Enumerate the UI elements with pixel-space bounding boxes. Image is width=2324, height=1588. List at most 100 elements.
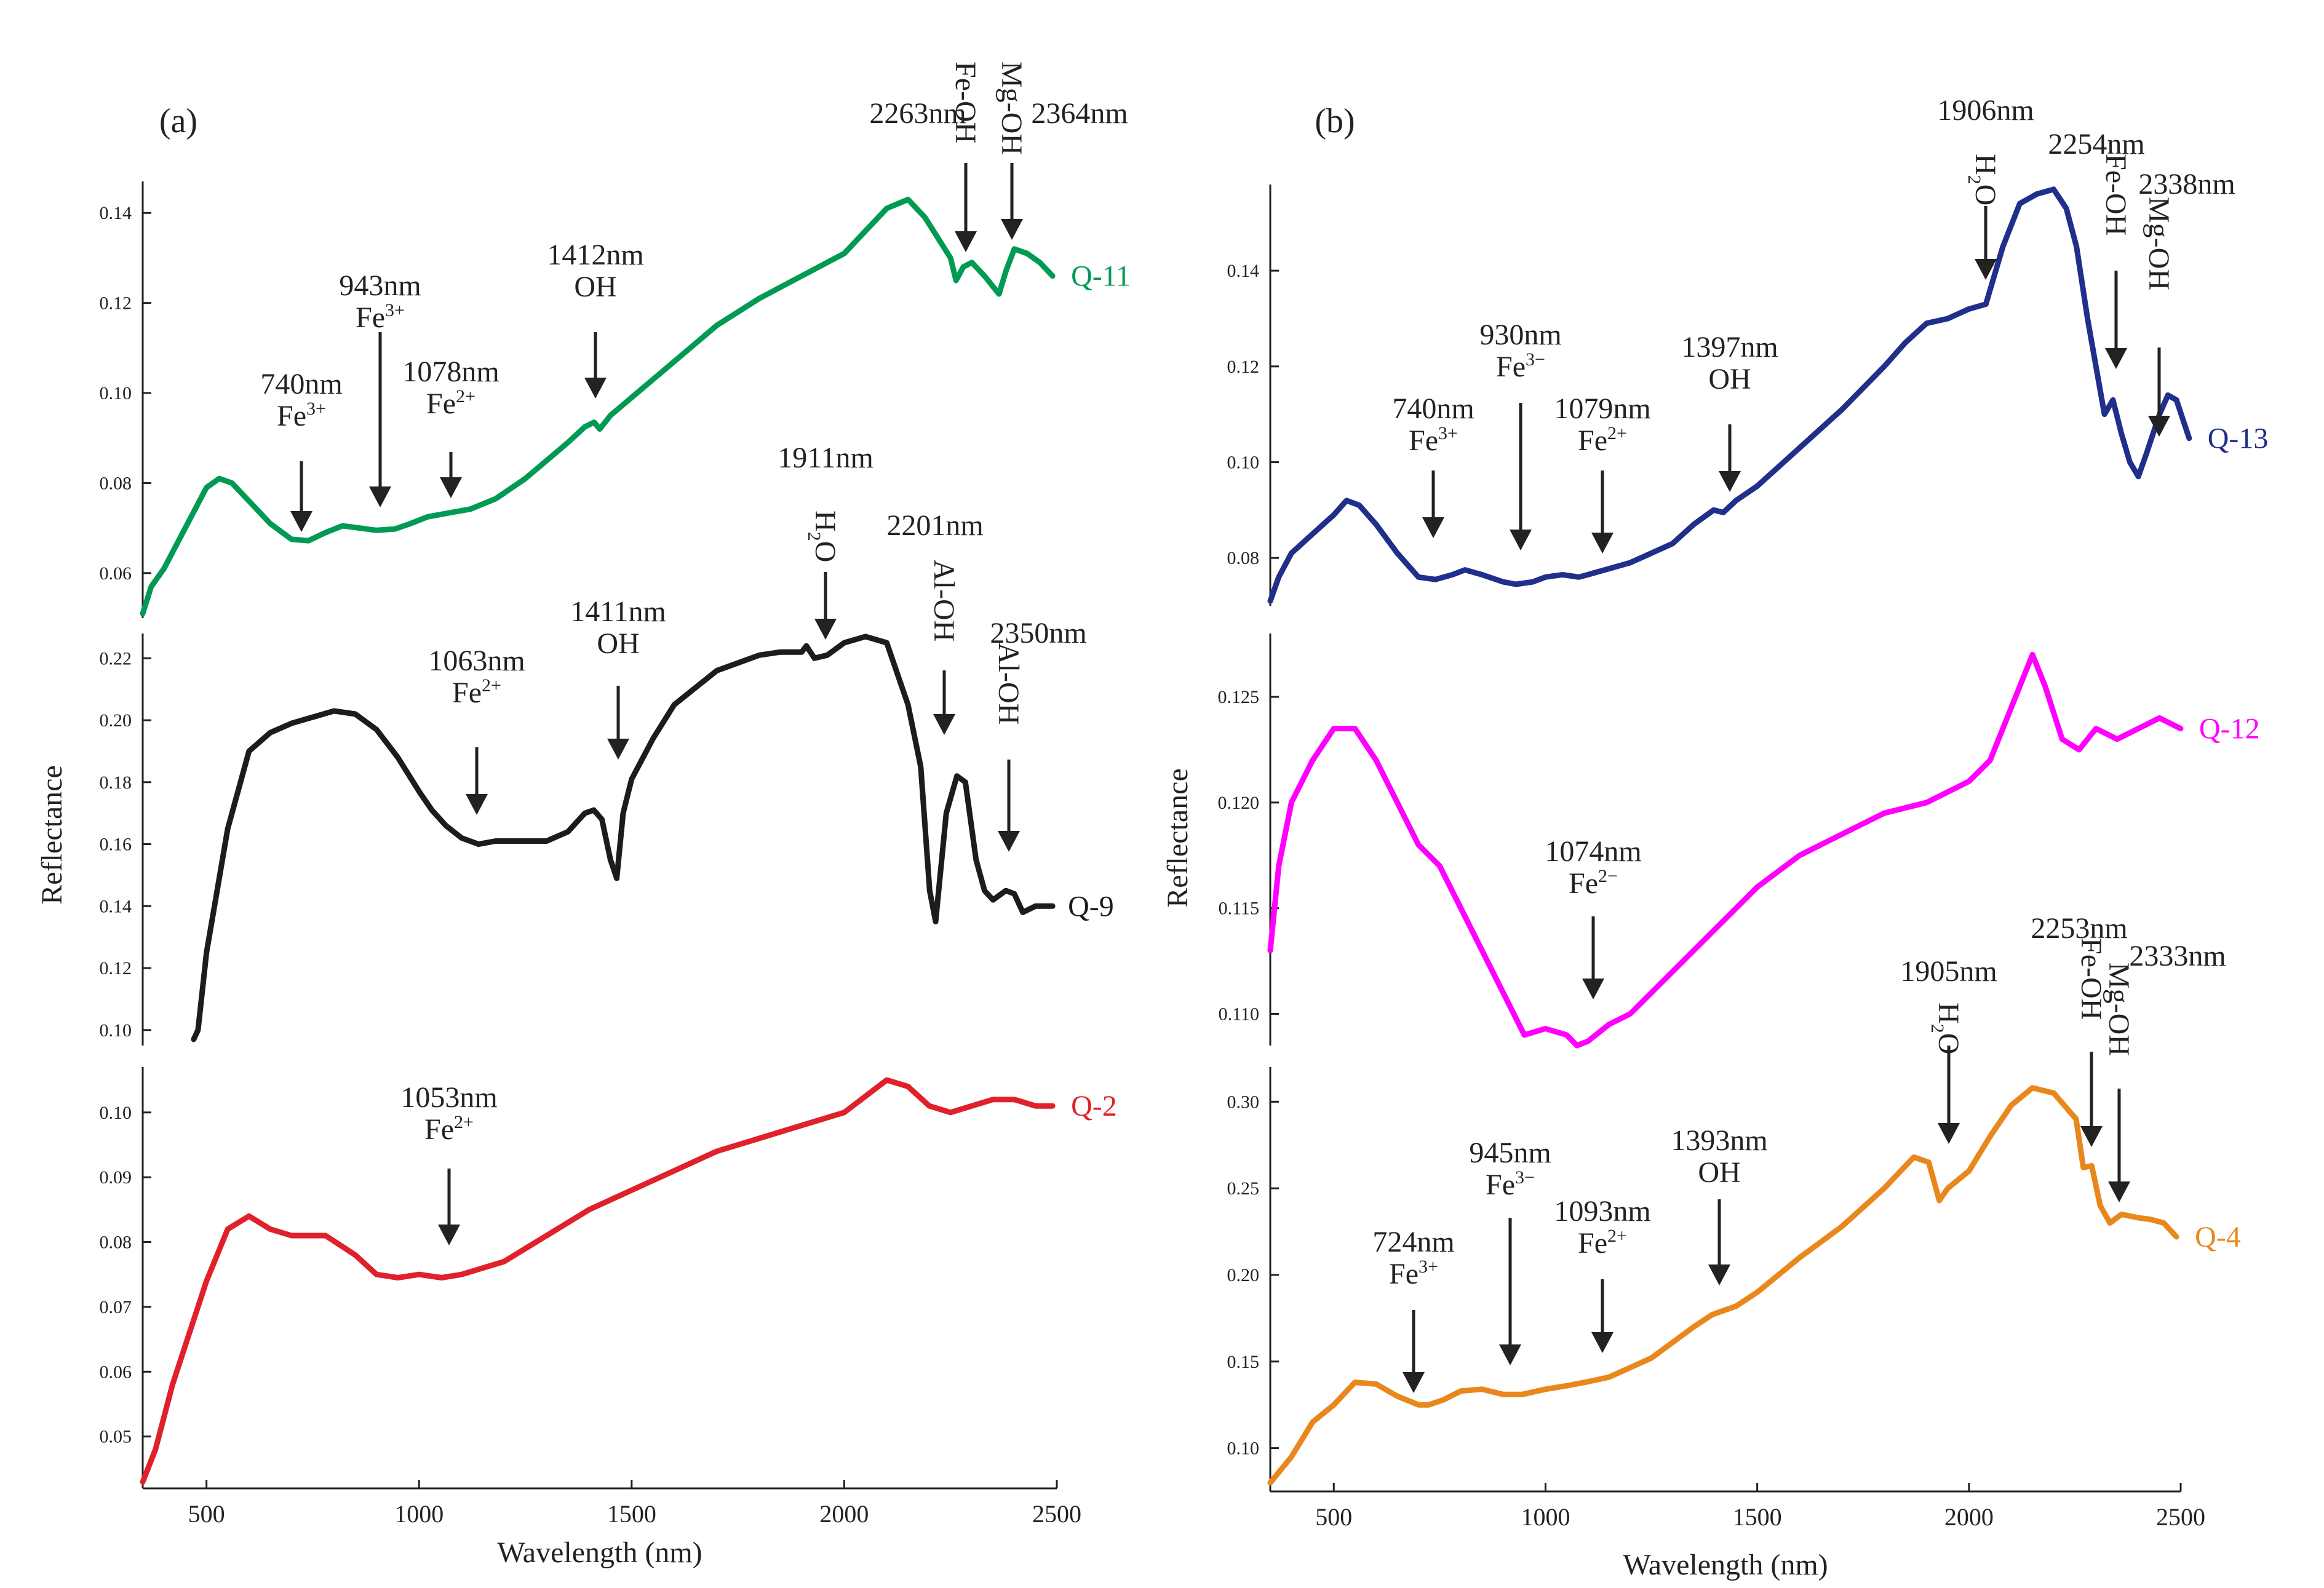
absorption-annotation: 2350nm: [990, 617, 1086, 649]
annotation-arrowhead: [998, 831, 1020, 852]
series-line-Q-12: [1267, 651, 2184, 1049]
y-tick-label: 0.08: [100, 473, 132, 493]
annotation-label: OH: [1698, 1156, 1740, 1189]
annotation-label: Fe2+: [1578, 1226, 1627, 1260]
annotation-arrowhead: [290, 511, 312, 532]
annotation-label: Mg-OH: [2143, 197, 2175, 290]
annotation-arrowhead: [1719, 471, 1741, 492]
y-tick-label: 0.12: [100, 958, 132, 979]
subplot-Q-4: 0.10 0.15 0.20 0.25 0.30 Q-4: [1227, 1067, 2241, 1491]
annotation-arrowhead: [1422, 517, 1444, 538]
y-tick-label: 0.06: [100, 563, 132, 584]
annotation-label: Fe3+: [277, 399, 326, 432]
series-label-Q-13: Q-13: [2208, 423, 2269, 455]
annotation-arrowhead: [607, 739, 629, 760]
annotation-arrowhead: [1403, 1372, 1425, 1393]
subplot-Q-12: 0.110 0.115 0.120 0.125 Q-12: [1218, 633, 2260, 1049]
y-axis-title: Reflectance: [36, 765, 68, 905]
annotation-arrowhead: [2148, 416, 2170, 437]
annotation-arrowhead: [814, 619, 837, 640]
annotation-arrowhead: [584, 378, 607, 399]
annotation-label: 2333nm: [2129, 940, 2226, 972]
absorption-annotation: Mg-OH: [995, 62, 1028, 240]
x-tick-label: 2500: [1032, 1500, 1081, 1528]
annotation-label: 1905nm: [1900, 955, 1997, 988]
absorption-annotation: Fe-OH: [2075, 938, 2107, 1147]
annotation-arrowhead: [2108, 1181, 2130, 1202]
annotation-label: H2O: [1964, 154, 2002, 205]
annotation-label: Mg-OH: [2103, 963, 2135, 1056]
absorption-annotation: 2338nm: [2138, 168, 2235, 200]
annotation-label: 2254nm: [2048, 128, 2144, 161]
annotation-label: Fe-OH: [2075, 938, 2107, 1020]
absorption-annotation: 1906nm: [1937, 94, 2034, 127]
annotation-label: Fe2−: [1569, 866, 1618, 900]
annotation-label: 1411nm: [570, 595, 666, 628]
panel-label: (a): [159, 102, 197, 140]
annotation-label: 1079nm: [1554, 392, 1650, 425]
annotation-label: Al-OH: [928, 560, 960, 641]
annotation-arrowhead: [2080, 1126, 2103, 1147]
y-tick-label: 0.14: [1227, 261, 1260, 281]
absorption-annotation: 2254nm: [2048, 128, 2144, 161]
absorption-annotation: Mg-OH: [2103, 963, 2135, 1202]
annotation-label: 740nm: [260, 368, 342, 400]
absorption-annotation: Al-OH: [992, 643, 1025, 852]
annotation-label: Fe2+: [1578, 423, 1627, 457]
annotations: 740nmFe3+943nmFe3+1078nmFe2+1412nmOH2263…: [260, 62, 1128, 1245]
series-label-Q-2: Q-2: [1071, 1090, 1117, 1122]
y-tick-label: 0.115: [1219, 899, 1259, 919]
annotation-arrowhead: [440, 477, 462, 498]
annotation-arrowhead: [1510, 530, 1532, 550]
y-tick-label: 0.10: [1227, 452, 1260, 472]
y-tick-label: 0.08: [100, 1233, 132, 1253]
x-tick-label: 500: [188, 1500, 225, 1528]
y-tick-label: 0.09: [100, 1167, 132, 1188]
annotation-label: H2O: [804, 510, 842, 562]
annotation-label: 2350nm: [990, 617, 1086, 649]
x-tick-label: 1500: [1733, 1503, 1782, 1531]
annotation-arrowhead: [1975, 259, 1997, 280]
panel-label: (b): [1315, 102, 1355, 140]
annotation-label: 1078nm: [402, 355, 499, 388]
subplot-Q-11: 0.06 0.08 0.10 0.12 0.14 Q-11: [100, 181, 1131, 618]
y-tick-label: 0.14: [100, 896, 132, 916]
y-tick-label: 0.14: [100, 203, 132, 223]
annotation-label: 945nm: [1469, 1137, 1551, 1169]
y-tick-label: 0.06: [100, 1362, 132, 1382]
series-label-Q-4: Q-4: [2195, 1221, 2241, 1253]
annotation-label: 724nm: [1372, 1226, 1454, 1258]
y-tick-label: 0.12: [1227, 357, 1260, 377]
annotation-label: 1393nm: [1671, 1124, 1767, 1157]
annotation-label: Al-OH: [992, 643, 1025, 725]
annotation-arrowhead: [466, 794, 488, 815]
absorption-annotation: 2253nm: [2031, 912, 2127, 945]
annotation-arrowhead: [933, 714, 955, 735]
y-tick-label: 0.25: [1227, 1178, 1260, 1199]
x-axis-title: Wavelength (nm): [497, 1536, 702, 1569]
annotation-label: Fe3−: [1486, 1167, 1535, 1201]
subplot-Q-13: 0.08 0.10 0.12 0.14 Q-13: [1227, 185, 2269, 606]
annotation-label: 2338nm: [2138, 168, 2235, 200]
series-line-Q-13: [1267, 186, 2192, 604]
annotation-label: 1397nm: [1681, 331, 1778, 363]
absorption-annotation: 1911nm: [778, 442, 873, 474]
annotation-label: Fe3+: [356, 300, 405, 334]
absorption-annotation: 2201nm: [886, 509, 983, 542]
series-line-Q-9: [191, 633, 1056, 1042]
y-tick-label: 0.10: [100, 383, 132, 403]
absorption-annotation: H2O: [1964, 154, 2002, 280]
annotation-label: 1074nm: [1545, 835, 1641, 868]
y-tick-label: 0.18: [100, 772, 132, 793]
series-line-Q-2: [140, 1077, 1056, 1485]
absorption-annotation: 2333nm: [2129, 940, 2226, 972]
